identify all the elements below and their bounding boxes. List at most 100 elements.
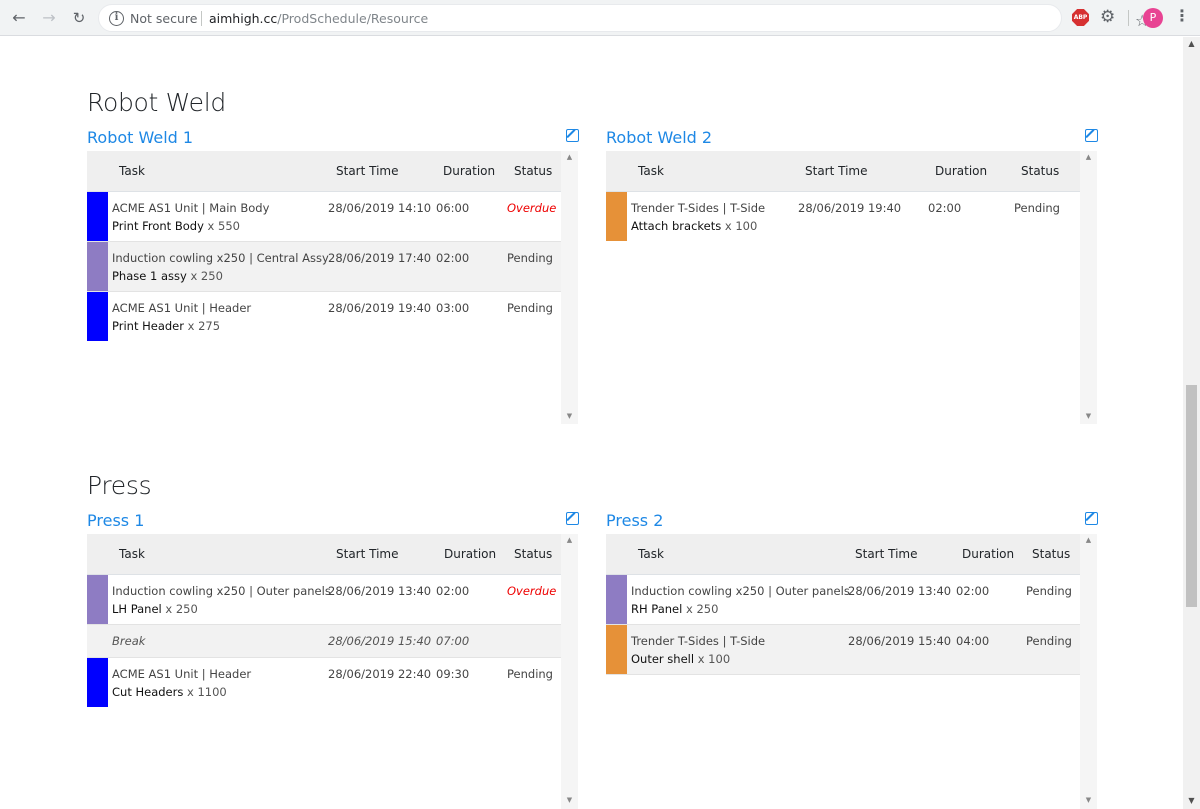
job-name: Trender T-Sides | T-Side [631, 634, 766, 648]
quantity: x 275 [187, 319, 221, 333]
table-row[interactable]: Trender T-Sides | T-Side Outer shell x 1… [606, 625, 1080, 675]
resource-title-press-2[interactable]: Press 2 [606, 511, 664, 530]
edit-icon[interactable] [566, 512, 579, 525]
job-name: ACME AS1 Unit | Header [112, 301, 252, 315]
scroll-down-arrow-icon[interactable]: ▼ [566, 796, 573, 804]
job-name: Induction cowling x250 | Outer panels [112, 584, 331, 598]
task-cell: Induction cowling x250 | Central Assy Ph… [112, 251, 329, 283]
toolbar-divider [1128, 10, 1129, 26]
column-header-start-time: Start Time [805, 164, 868, 178]
job-name: Induction cowling x250 | Central Assy [112, 251, 329, 265]
task-cell: Trender T-Sides | T-Side Attach brackets… [631, 201, 765, 233]
job-name: ACME AS1 Unit | Header [112, 667, 252, 681]
scroll-down-arrow-icon[interactable]: ▼ [1085, 412, 1092, 420]
task-cell: ACME AS1 Unit | Header Cut Headers x 110… [112, 667, 251, 699]
schedule-table-press-2: Task Start Time Duration Status Inductio… [606, 534, 1097, 809]
scroll-up-arrow-icon[interactable]: ▲ [1085, 153, 1092, 161]
section-title-press: Press [87, 471, 152, 500]
resource-title-robot-weld-2[interactable]: Robot Weld 2 [606, 128, 713, 147]
table-header: Task Start Time Duration Status [606, 534, 1080, 575]
resource-title-press-1[interactable]: Press 1 [87, 511, 145, 530]
status-cell: Pending [1014, 201, 1060, 215]
quantity: x 1100 [187, 685, 227, 699]
break-row[interactable]: Break 28/06/2019 15:40 07:00 [87, 625, 561, 658]
job-color-swatch [87, 192, 108, 241]
table-scrollbar[interactable]: ▲ ▼ [1080, 151, 1097, 424]
reload-icon[interactable]: ↻ [72, 9, 86, 27]
column-header-start-time: Start Time [855, 547, 918, 561]
task-cell: Induction cowling x250 | Outer panels RH… [631, 584, 850, 616]
start-time-cell: 28/06/2019 19:40 [798, 201, 902, 215]
scroll-down-arrow-icon[interactable]: ▼ [1188, 796, 1195, 805]
edit-icon[interactable] [1085, 129, 1098, 142]
job-color-swatch [87, 242, 108, 291]
table-scrollbar[interactable]: ▲ ▼ [561, 534, 578, 809]
scroll-down-arrow-icon[interactable]: ▼ [566, 412, 573, 420]
task-cell: ACME AS1 Unit | Header Print Header x 27… [112, 301, 251, 333]
table-row[interactable]: ACME AS1 Unit | Header Cut Headers x 110… [87, 658, 561, 708]
scroll-up-arrow-icon[interactable]: ▲ [566, 153, 573, 161]
column-header-task: Task [638, 164, 664, 178]
url-divider [201, 11, 202, 26]
start-time-cell: 28/06/2019 13:40 [848, 584, 952, 598]
schedule-table-robot-weld-2: Task Start Time Duration Status Trender … [606, 151, 1097, 424]
kebab-menu-icon[interactable]: ⋮ [1174, 6, 1190, 25]
table-scrollbar[interactable]: ▲ ▼ [1080, 534, 1097, 809]
column-header-status: Status [1021, 164, 1060, 178]
profile-avatar[interactable]: P [1143, 8, 1163, 28]
schedule-table-robot-weld-1: Task Start Time Duration Status ACME AS1… [87, 151, 578, 424]
status-cell: Pending [507, 301, 553, 315]
not-secure-label: Not secure [130, 11, 198, 26]
scroll-up-arrow-icon[interactable]: ▲ [1188, 39, 1195, 48]
quantity: x 100 [697, 652, 731, 666]
task-cell: Trender T-Sides | T-Side Outer shell x 1… [631, 634, 765, 666]
operation-name: Cut Headers [112, 685, 184, 699]
job-color-swatch [606, 625, 627, 674]
url-text[interactable]: aimhigh.cc/ProdSchedule/Resource [209, 11, 428, 26]
duration-cell: 02:00 [436, 251, 470, 265]
start-time-cell: 28/06/2019 17:40 [328, 251, 432, 265]
duration-cell: 02:00 [436, 584, 470, 598]
start-time-cell: 28/06/2019 13:40 [328, 584, 432, 598]
duration-cell: 04:00 [956, 634, 990, 648]
column-header-status: Status [514, 547, 553, 561]
table-row[interactable]: ACME AS1 Unit | Header Print Header x 27… [87, 292, 561, 342]
duration-cell: 06:00 [436, 201, 470, 215]
extension-gear-icon[interactable]: ⚙ [1100, 7, 1116, 27]
table-row[interactable]: Induction cowling x250 | Central Assy Ph… [87, 242, 561, 292]
table-row[interactable]: Induction cowling x250 | Outer panels LH… [87, 575, 561, 625]
job-color-swatch [87, 292, 108, 341]
operation-name: LH Panel [112, 602, 162, 616]
scroll-down-arrow-icon[interactable]: ▼ [1085, 796, 1092, 804]
job-color-swatch [606, 575, 627, 624]
resource-title-robot-weld-1[interactable]: Robot Weld 1 [87, 128, 194, 147]
info-icon[interactable]: i [109, 11, 124, 26]
table-row[interactable]: ACME AS1 Unit | Main Body Print Front Bo… [87, 192, 561, 242]
operation-name: Outer shell [631, 652, 695, 666]
task-cell: ACME AS1 Unit | Main Body Print Front Bo… [112, 201, 269, 233]
edit-icon[interactable] [1085, 512, 1098, 525]
table-header: Task Start Time Duration Status [87, 534, 561, 575]
scroll-up-arrow-icon[interactable]: ▲ [1085, 536, 1092, 544]
table-row[interactable]: Trender T-Sides | T-Side Attach brackets… [606, 192, 1080, 242]
column-header-duration: Duration [935, 164, 988, 178]
page-scrollbar[interactable]: ▲ ▼ [1183, 37, 1200, 809]
start-time-cell: 28/06/2019 14:10 [328, 201, 432, 215]
browser-toolbar: ← → ↻ i Not secure aimhigh.cc/ProdSchedu… [0, 0, 1200, 36]
scroll-up-arrow-icon[interactable]: ▲ [566, 536, 573, 544]
duration-cell: 02:00 [956, 584, 990, 598]
table-scrollbar[interactable]: ▲ ▼ [561, 151, 578, 424]
operation-name: Phase 1 assy [112, 269, 187, 283]
address-bar[interactable]: i Not secure aimhigh.cc/ProdSchedule/Res… [98, 4, 1149, 32]
back-arrow-icon[interactable]: ← [12, 8, 26, 27]
page-scroll-thumb[interactable] [1186, 385, 1197, 607]
job-name: Trender T-Sides | T-Side [631, 201, 766, 215]
status-cell: Pending [1026, 584, 1072, 598]
column-header-duration: Duration [443, 164, 496, 178]
forward-arrow-icon[interactable]: → [42, 8, 56, 27]
table-row[interactable]: Induction cowling x250 | Outer panels RH… [606, 575, 1080, 625]
edit-icon[interactable] [566, 129, 579, 142]
adblock-icon[interactable]: ABP [1072, 9, 1089, 26]
column-header-duration: Duration [962, 547, 1015, 561]
break-label: Break [112, 634, 146, 648]
